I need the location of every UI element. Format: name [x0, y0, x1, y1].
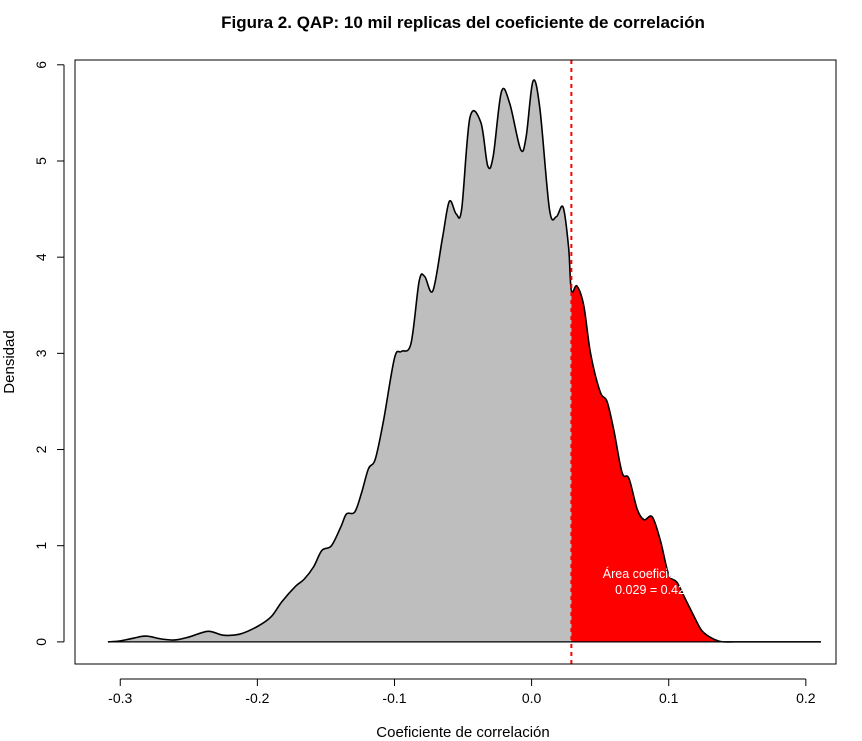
y-tick-label: 0: [33, 638, 49, 646]
annotation-line-1: Área coeficiente >: [603, 566, 703, 581]
density-area-below: [107, 80, 572, 642]
area-annotation: Área coeficiente > 0.029 = 0.4212: [603, 566, 703, 597]
density-line: [107, 79, 821, 643]
y-axis: 0 1 2 3 4 5 6: [33, 61, 65, 646]
annotation-line-2: 0.029 = 0.4212: [615, 583, 699, 597]
density-area-above: [571, 285, 821, 642]
x-axis-label: Coeficiente de correlación: [376, 724, 549, 741]
y-tick-label: 1: [33, 542, 49, 550]
density-fill-group: [107, 80, 821, 642]
y-tick-label: 6: [33, 61, 49, 69]
x-tick-label: 0.1: [659, 690, 679, 706]
y-axis-label: Densidad: [1, 330, 18, 393]
y-tick-label: 2: [33, 445, 49, 453]
plot-frame: [74, 59, 837, 665]
chart-title: Figura 2. QAP: 10 mil replicas del coefi…: [221, 13, 705, 32]
y-tick-label: 3: [33, 349, 49, 357]
x-tick-label: -0.3: [108, 690, 132, 706]
x-axis: -0.3 -0.2 -0.1 0.0 0.1 0.2: [108, 678, 816, 706]
x-tick-label: 0.0: [522, 690, 542, 706]
y-tick-label: 5: [33, 157, 49, 165]
density-curve-group: [107, 79, 821, 643]
x-tick-label: -0.1: [382, 690, 406, 706]
y-tick-label: 4: [33, 253, 49, 261]
x-tick-label: 0.2: [796, 690, 816, 706]
x-tick-label: -0.2: [245, 690, 269, 706]
